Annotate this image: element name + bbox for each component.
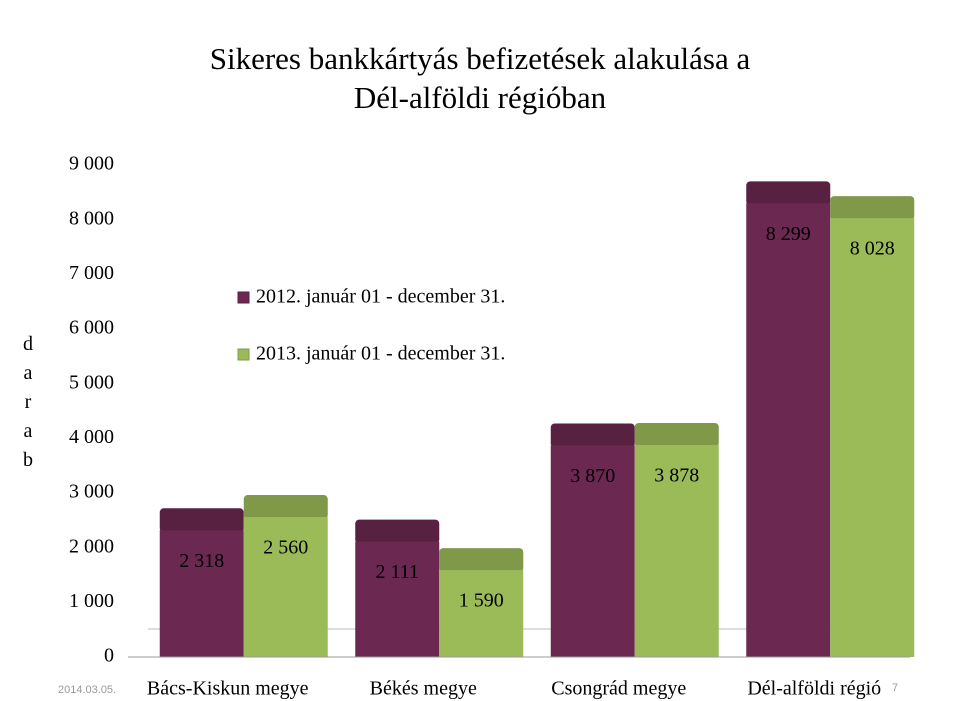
y-tick-label: 2 000 [69, 535, 114, 557]
bar [634, 445, 719, 657]
x-tick-label: Bács-Kiskun megye [147, 678, 309, 700]
y-tick-label: 9 000 [69, 153, 114, 175]
value-label: 8 299 [766, 223, 811, 245]
page-number: 7 [892, 682, 898, 694]
value-label: 2 560 [263, 537, 308, 559]
legend-swatch [237, 291, 250, 304]
y-tick-label: 6 000 [69, 317, 114, 339]
bar-top [355, 519, 440, 544]
bar-top [746, 181, 831, 206]
bar [243, 517, 328, 657]
x-tick-label: Dél-alföldi régió [747, 678, 881, 700]
bar [830, 218, 915, 658]
legend-label: 2012. január 01 - december 31. [256, 286, 505, 308]
bar [355, 541, 440, 657]
value-label: 2 111 [375, 561, 419, 583]
y-axis-label: darab [23, 333, 33, 471]
footer-date: 2014.03.05. [58, 684, 116, 696]
value-label: 2 318 [179, 550, 224, 572]
bar-top [830, 196, 915, 221]
chart-title: Dél-alföldi régióban [354, 80, 607, 115]
value-label: 3 870 [570, 465, 615, 487]
y-tick-label: 8 000 [69, 207, 114, 229]
x-tick-label: Békés megye [370, 678, 477, 700]
y-tick-label: 5 000 [69, 371, 114, 393]
legend-swatch [237, 348, 250, 361]
value-label: 3 878 [654, 465, 699, 487]
bar [550, 445, 635, 657]
value-label: 8 028 [850, 238, 895, 260]
legend-label: 2013. január 01 - december 31. [256, 343, 505, 365]
y-tick-label: 1 000 [69, 590, 114, 612]
bar-top [159, 508, 244, 533]
bar-top [439, 548, 524, 573]
bar [746, 203, 831, 657]
chart-title: Sikeres bankkártyás befizetések alakulás… [210, 41, 751, 76]
y-tick-label: 3 000 [69, 481, 114, 503]
bar-top [550, 423, 635, 448]
value-label: 1 590 [459, 590, 504, 612]
y-tick-label: 0 [104, 645, 114, 667]
bar [159, 530, 244, 657]
bar [439, 570, 524, 657]
y-tick-label: 7 000 [69, 262, 114, 284]
bar-top [243, 495, 328, 520]
y-tick-label: 4 000 [69, 426, 114, 448]
bar-top [634, 423, 719, 448]
x-tick-label: Csongrád megye [551, 678, 686, 700]
